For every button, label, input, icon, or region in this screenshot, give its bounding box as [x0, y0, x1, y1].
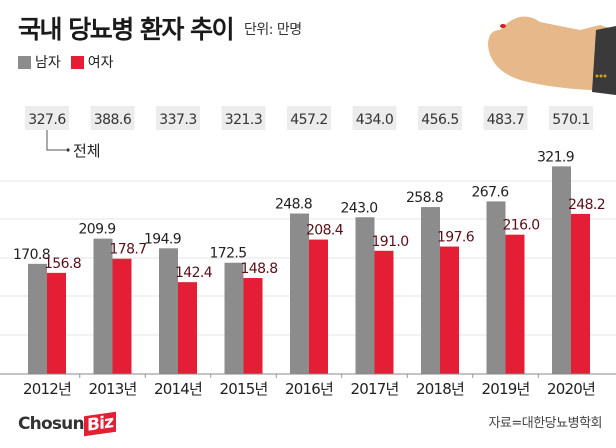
value-label-male: 172.5 [209, 246, 246, 262]
legend-label-male: 남자 [35, 55, 61, 71]
bar-female [505, 234, 525, 374]
bar-male [224, 262, 244, 374]
bar-female [440, 246, 459, 374]
total-box [156, 106, 200, 130]
legend: 남자 여자 [18, 52, 114, 72]
value-label-female: 248.2 [568, 197, 605, 213]
chart-title: 국내 당뇨병 환자 추이 [18, 15, 235, 44]
bar-female [47, 272, 66, 374]
legend-label-female: 여자 [87, 55, 114, 71]
total-legend-label: 전체 [73, 142, 101, 160]
total-box [90, 106, 135, 130]
bar-female [243, 278, 263, 374]
bar-female [571, 213, 590, 374]
total-box [418, 106, 462, 130]
total-box [25, 106, 69, 130]
total-box [287, 106, 331, 130]
total-connector-dot [66, 148, 70, 152]
total-label: 570.1 [552, 112, 590, 128]
bar-male [552, 166, 571, 374]
value-label-female: 178.7 [109, 242, 146, 258]
total-label: 483.7 [487, 112, 525, 128]
x-tick-label: 2018년 [416, 380, 464, 398]
bar-male [421, 207, 440, 374]
hand-illustration [488, 16, 616, 95]
value-label-male: 248.8 [275, 197, 312, 213]
x-tick-label: 2019년 [482, 380, 530, 398]
value-label-female: 197.6 [437, 230, 475, 246]
total-box [221, 106, 266, 130]
legend-swatch-male [18, 55, 31, 69]
total-box [549, 106, 593, 130]
chosunbiz-logo: Chosun Biz [18, 411, 117, 437]
x-tick-label: 2014년 [154, 380, 202, 398]
bar-female [112, 258, 132, 374]
bar-female [374, 250, 394, 374]
value-label-female: 142.4 [175, 265, 213, 281]
bar-male [290, 213, 309, 374]
x-tick-label: 2017년 [351, 380, 399, 398]
total-label: 434.0 [356, 112, 394, 128]
value-label-female: 156.8 [44, 256, 81, 272]
bar-female [178, 282, 197, 374]
bar-male [93, 238, 113, 374]
total-label: 327.6 [28, 112, 66, 128]
x-tick-label: 2012년 [23, 380, 71, 398]
bar-male [355, 217, 375, 374]
total-label: 388.6 [94, 112, 132, 128]
source-note: 자료=대한당뇨병학회 [488, 416, 602, 431]
value-label-male: 267.6 [471, 184, 509, 200]
unit-label: 단위: 만명 [244, 22, 302, 38]
value-label-female: 208.4 [306, 223, 344, 239]
value-label-female: 148.8 [240, 261, 277, 277]
total-label: 337.3 [159, 112, 197, 128]
value-label-male: 209.9 [78, 222, 115, 238]
x-tick-label: 2020년 [547, 380, 595, 398]
value-label-male: 170.8 [13, 247, 50, 263]
legend-swatch-female [70, 55, 84, 69]
total-box [483, 106, 528, 130]
x-tick-label: 2015년 [220, 380, 268, 398]
value-label-male: 243.0 [340, 200, 377, 216]
bar-male [28, 263, 47, 374]
bar-female [309, 239, 328, 374]
bar-male [486, 201, 506, 374]
value-label-female: 191.0 [371, 234, 408, 250]
bar-male [159, 248, 178, 374]
x-tick-label: 2013년 [89, 380, 137, 398]
total-box [352, 106, 397, 130]
value-label-male: 194.9 [144, 231, 181, 247]
total-label: 321.3 [225, 112, 263, 128]
total-connector [46, 130, 66, 151]
value-label-female: 216.0 [502, 218, 539, 234]
total-label: 457.2 [290, 112, 328, 128]
value-label-male: 258.8 [406, 190, 443, 206]
total-label: 456.5 [421, 112, 459, 128]
x-tick-label: 2016년 [285, 380, 333, 398]
value-label-male: 321.9 [537, 149, 574, 165]
